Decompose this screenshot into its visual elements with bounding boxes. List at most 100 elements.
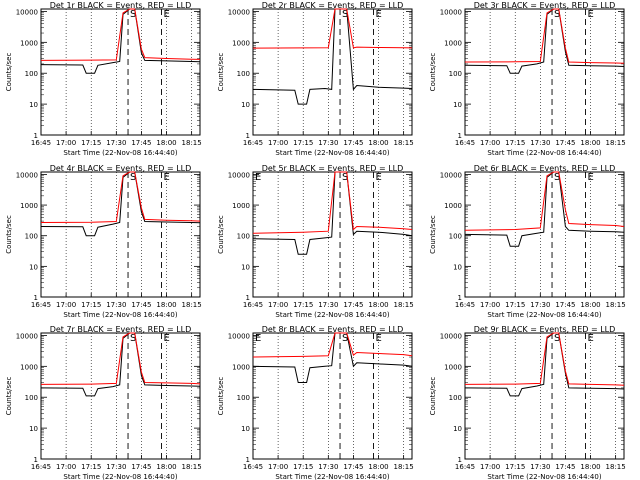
panel-title: Det 6r BLACK = Events, RED = LLD <box>474 164 616 173</box>
y-tick-label: 1 <box>34 132 38 140</box>
x-tick-label: 17:15 <box>505 301 525 309</box>
x-tick-label: 16:45 <box>31 463 51 471</box>
marker-label-s: S <box>130 9 136 20</box>
plot-frame <box>464 8 625 136</box>
series-line-events <box>464 332 625 397</box>
chart-panel-7: Det 7r BLACK = Events, RED = LLD 16:45 17:… <box>5 325 202 480</box>
chart-panel-6: Det 6r BLACK = Events, RED = LLD 16:45 17:… <box>429 164 626 319</box>
y-tick-label: 1000 <box>444 363 462 371</box>
x-tick-label: 17:00 <box>480 301 500 309</box>
x-tick-label: 17:00 <box>56 301 76 309</box>
x-tick-label: 17:15 <box>81 463 101 471</box>
chart-panel-8: Det 8r BLACK = Events, RED = LLD 16:45 17:… <box>217 325 414 480</box>
y-tick-label: 1000 <box>444 39 462 47</box>
x-tick-label: 17:30 <box>106 139 126 147</box>
panel-title: Det 1r BLACK = Events, RED = LLD <box>50 1 192 10</box>
x-tick-label: 17:15 <box>505 463 525 471</box>
series-line-lld <box>40 332 201 385</box>
marker-label-s: S <box>130 333 136 344</box>
y-tick-label: 10000 <box>16 332 38 340</box>
marker-label-e: E <box>255 172 261 183</box>
x-tick-label: 17:00 <box>268 463 288 471</box>
y-tick-label: 10000 <box>228 171 250 179</box>
series-line-lld <box>40 8 201 61</box>
y-tick-label: 10000 <box>228 8 250 16</box>
x-tick-label: 17:45 <box>555 301 575 309</box>
chart-panel-4: Det 4r BLACK = Events, RED = LLD 16:45 17:… <box>5 164 202 319</box>
y-tick-label: 100 <box>237 394 250 402</box>
x-tick-label: 17:45 <box>343 301 363 309</box>
x-tick-label: 18:00 <box>580 463 600 471</box>
x-tick-label: 18:00 <box>368 139 388 147</box>
marker-label-s: S <box>554 333 560 344</box>
x-tick-label: 16:45 <box>455 139 475 147</box>
chart-panel-1: Det 1r BLACK = Events, RED = LLD 16:45 17:… <box>5 1 202 157</box>
x-tick-label: 17:30 <box>106 463 126 471</box>
x-tick-label: 16:45 <box>31 301 51 309</box>
x-tick-label: 17:30 <box>530 139 550 147</box>
marker-label-e: E <box>588 172 594 183</box>
x-tick-label: 17:30 <box>106 301 126 309</box>
y-tick-label: 10 <box>241 101 250 109</box>
chart-panel-9: Det 9r BLACK = Events, RED = LLD 16:45 17:… <box>429 325 626 480</box>
x-axis-label: Start Time (22-Nov-08 16:44:40) <box>275 149 389 157</box>
x-tick-label: 16:45 <box>243 463 263 471</box>
y-axis-label: Counts/sec <box>429 53 437 92</box>
y-tick-label: 1000 <box>20 202 38 210</box>
x-tick-label: 18:00 <box>580 139 600 147</box>
marker-label-e: E <box>376 9 382 20</box>
marker-label-e: E <box>164 9 170 20</box>
y-axis-label: Counts/sec <box>217 53 225 92</box>
y-tick-label: 1 <box>246 456 250 464</box>
x-tick-label: 18:15 <box>606 463 626 471</box>
plot-frame <box>40 171 201 298</box>
panel-title: Det 4r BLACK = Events, RED = LLD <box>50 164 192 173</box>
x-axis-label: Start Time (22-Nov-08 16:44:40) <box>487 311 601 319</box>
marker-label-e: E <box>255 333 261 344</box>
y-tick-label: 100 <box>25 233 38 241</box>
x-tick-label: 17:15 <box>293 463 313 471</box>
y-tick-label: 1000 <box>444 202 462 210</box>
y-tick-label: 10 <box>29 101 38 109</box>
y-tick-label: 1000 <box>232 39 250 47</box>
y-tick-label: 10 <box>241 425 250 433</box>
plot-frame <box>252 332 413 460</box>
y-tick-label: 1000 <box>20 363 38 371</box>
x-tick-label: 17:45 <box>343 139 363 147</box>
panel-title: Det 2r BLACK = Events, RED = LLD <box>262 1 404 10</box>
y-tick-label: 100 <box>237 70 250 78</box>
x-tick-label: 17:15 <box>293 301 313 309</box>
y-tick-label: 1 <box>34 294 38 302</box>
y-tick-label: 10 <box>453 263 462 271</box>
marker-label-e: E <box>376 172 382 183</box>
x-tick-label: 16:45 <box>243 301 263 309</box>
x-tick-label: 17:00 <box>56 139 76 147</box>
x-tick-label: 18:15 <box>182 301 202 309</box>
x-tick-label: 18:00 <box>580 301 600 309</box>
y-tick-label: 1 <box>34 456 38 464</box>
panel-title: Det 3r BLACK = Events, RED = LLD <box>474 1 616 10</box>
y-tick-label: 10 <box>453 101 462 109</box>
x-tick-label: 17:00 <box>268 301 288 309</box>
y-tick-label: 1000 <box>232 202 250 210</box>
y-tick-label: 10 <box>29 425 38 433</box>
chart-panel-5: Det 5r BLACK = Events, RED = LLD 16:45 17:… <box>217 164 414 319</box>
x-tick-label: 17:15 <box>81 139 101 147</box>
y-tick-label: 10 <box>453 425 462 433</box>
series-line-events <box>464 171 625 247</box>
marker-label-s: S <box>342 333 348 344</box>
x-tick-label: 16:45 <box>31 139 51 147</box>
x-tick-label: 17:30 <box>530 301 550 309</box>
marker-label-e: E <box>164 172 170 183</box>
x-axis-label: Start Time (22-Nov-08 16:44:40) <box>63 311 177 319</box>
x-tick-label: 17:00 <box>480 463 500 471</box>
x-tick-label: 17:15 <box>293 139 313 147</box>
y-tick-label: 100 <box>237 233 250 241</box>
x-axis-label: Start Time (22-Nov-08 16:44:40) <box>63 473 177 480</box>
x-tick-label: 17:30 <box>318 301 338 309</box>
y-tick-label: 100 <box>449 233 462 241</box>
marker-label-e: E <box>376 333 382 344</box>
x-axis-label: Start Time (22-Nov-08 16:44:40) <box>487 149 601 157</box>
marker-label-e: E <box>588 333 594 344</box>
series-line-lld <box>464 8 625 64</box>
